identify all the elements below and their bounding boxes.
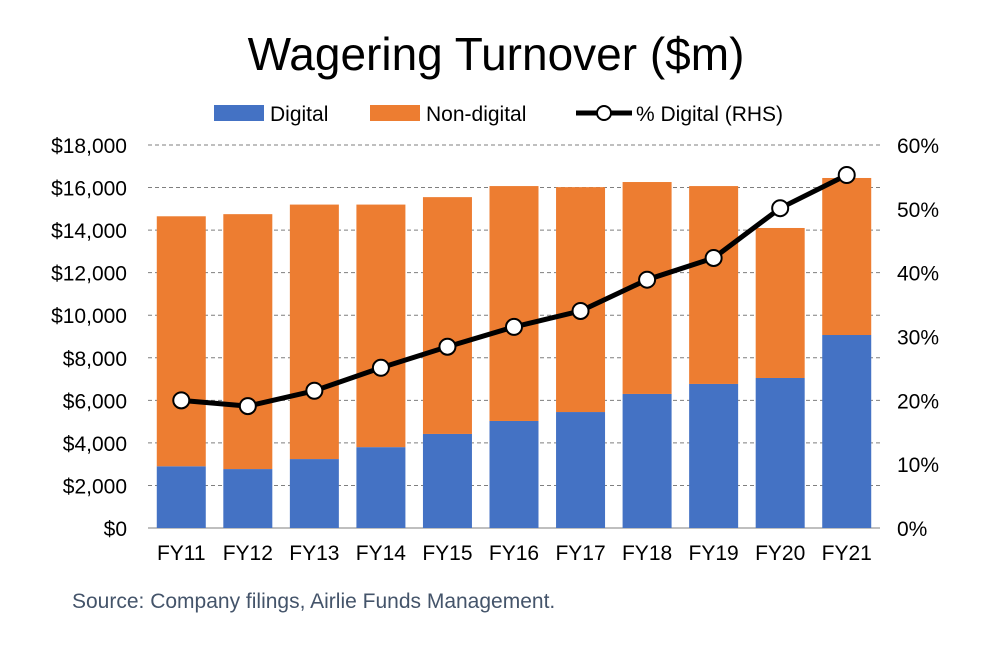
pct-digital-point — [371, 358, 390, 377]
right-tick-label: 10% — [897, 454, 939, 477]
bars — [156, 177, 872, 528]
x-tick-label: FY16 — [489, 542, 539, 565]
right-tick-label: 60% — [897, 135, 939, 158]
x-tick-label: FY12 — [223, 542, 273, 565]
bar-non-digital — [689, 186, 739, 384]
legend: Digital Non-digital % Digital (RHS) — [214, 103, 783, 126]
pct-digital-point — [837, 166, 856, 185]
pct-digital-point — [505, 317, 523, 336]
pct-digital-point — [172, 391, 191, 410]
left-tick-label: $8,000 — [63, 348, 127, 371]
x-tick-label: FY17 — [555, 542, 605, 565]
legend-label-digital: Digital — [270, 103, 328, 126]
left-tick-label: $10,000 — [51, 305, 127, 328]
legend-swatch-digital — [214, 105, 264, 121]
left-tick-label: $0 — [104, 518, 127, 541]
legend-label-pct-digital: % Digital (RHS) — [636, 103, 783, 126]
pct-digital-point — [438, 337, 457, 356]
bar-digital — [755, 377, 805, 528]
legend-swatch-non-digital — [370, 105, 420, 121]
bar-digital — [223, 469, 273, 528]
left-tick-label: $2,000 — [63, 475, 127, 498]
bar-non-digital — [822, 177, 872, 336]
right-tick-label: 40% — [897, 263, 939, 286]
pct-digital-point — [638, 270, 657, 289]
x-tick-label: FY11 — [157, 542, 206, 565]
right-axis: 0% 10% 20% 30% 40% 50% 60% — [897, 135, 939, 541]
bar-non-digital — [422, 197, 472, 434]
bar-non-digital — [289, 204, 339, 460]
bar-digital — [489, 420, 539, 528]
legend-marker-pct-digital — [596, 105, 612, 121]
right-tick-label: 30% — [897, 327, 939, 350]
chart-title: Wagering Turnover ($m) — [248, 28, 745, 80]
bar-non-digital — [755, 227, 805, 378]
right-tick-label: 0% — [897, 518, 927, 541]
bar-digital — [156, 466, 206, 528]
x-tick-label: FY21 — [822, 542, 872, 565]
bar-non-digital — [489, 186, 539, 421]
x-tick-label: FY20 — [755, 542, 805, 565]
x-tick-label: FY15 — [422, 542, 472, 565]
x-tick-label: FY14 — [356, 542, 407, 565]
left-tick-label: $14,000 — [51, 220, 127, 243]
bar-digital — [422, 433, 472, 528]
bar-non-digital — [223, 214, 273, 470]
bar-digital — [289, 459, 339, 528]
pct-digital-point — [704, 248, 723, 267]
x-tick-label: FY18 — [622, 542, 672, 565]
x-tick-label: FY13 — [289, 542, 339, 565]
x-axis: FY11 FY12 FY13 FY14 FY15 FY16 FY17 FY18 FY19 FY20… — [157, 542, 872, 565]
bar-digital — [556, 412, 606, 528]
x-tick-label: FY19 — [689, 542, 739, 565]
left-axis: $0 $2,000 $4,000 $6,000 $8,000 $10,000 $12,000… — [51, 135, 127, 541]
pct-digital-point — [571, 301, 590, 320]
bar-digital — [622, 393, 672, 528]
right-tick-label: 50% — [897, 199, 939, 222]
pct-digital-point — [238, 397, 257, 416]
pct-digital-point — [771, 199, 790, 218]
bar-digital — [822, 335, 872, 528]
left-tick-label: $16,000 — [51, 178, 127, 201]
bar-non-digital — [156, 216, 206, 467]
left-tick-label: $6,000 — [63, 390, 127, 413]
pct-digital-line — [172, 166, 856, 416]
bar-non-digital — [556, 187, 606, 413]
bar-digital — [356, 447, 406, 528]
left-tick-label: $18,000 — [51, 135, 127, 158]
right-tick-label: 20% — [897, 390, 939, 413]
legend-label-non-digital: Non-digital — [426, 103, 526, 126]
bar-non-digital — [356, 204, 406, 448]
bar-digital — [689, 383, 739, 528]
source-note: Source: Company filings, Airlie Funds Ma… — [72, 590, 555, 613]
left-tick-label: $12,000 — [51, 263, 127, 286]
left-tick-label: $4,000 — [63, 433, 127, 456]
pct-digital-point — [305, 381, 324, 400]
